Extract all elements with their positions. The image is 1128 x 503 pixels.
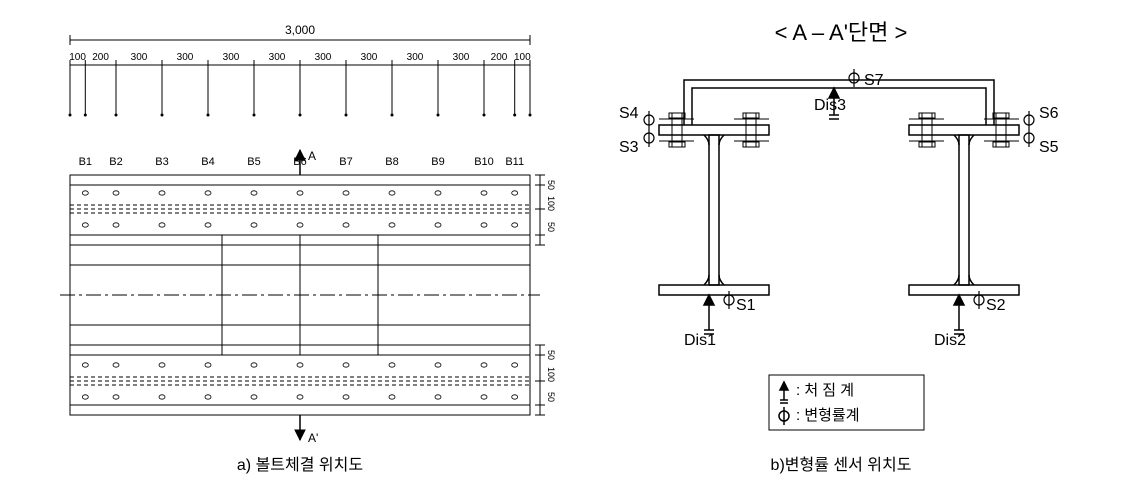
svg-text:S6: S6	[1039, 105, 1059, 122]
svg-text:Dis3: Dis3	[814, 97, 846, 114]
svg-text:S4: S4	[619, 105, 639, 122]
gauge-s2	[974, 291, 984, 309]
svg-text:A': A'	[308, 431, 318, 445]
svg-text:B8: B8	[385, 156, 398, 168]
svg-text:300: 300	[131, 52, 148, 63]
svg-text:B3: B3	[155, 156, 168, 168]
dim-total-text: 3,000	[285, 23, 315, 37]
svg-text:B5: B5	[247, 156, 260, 168]
disp-dis2	[954, 295, 964, 334]
svg-text:B2: B2	[109, 156, 122, 168]
splice-plates	[659, 113, 1019, 147]
svg-text:A: A	[308, 149, 316, 163]
svg-text:300: 300	[361, 52, 378, 63]
svg-text:50: 50	[546, 180, 556, 190]
svg-text:B10: B10	[474, 156, 494, 168]
dim-segments: 100 200 300 300 300 300 300 300 300 300 …	[69, 52, 532, 117]
section-marker: A A'	[295, 149, 318, 445]
left-caption: a) 볼트체결 위치도	[237, 456, 363, 474]
svg-text:B4: B4	[201, 156, 214, 168]
svg-text:50: 50	[546, 222, 556, 232]
svg-text:S3: S3	[619, 139, 639, 156]
svg-text:300: 300	[223, 52, 240, 63]
svg-text:200: 200	[92, 52, 109, 63]
svg-text:50: 50	[546, 392, 556, 402]
gauge-s6	[1024, 111, 1034, 129]
gauge-s5	[1024, 129, 1034, 147]
dim-total: 3,000	[70, 23, 530, 45]
svg-text:S7: S7	[864, 72, 884, 89]
right-ibeam	[909, 125, 1019, 295]
left-ibeam	[659, 125, 769, 295]
section-title: < A – A'단면 >	[775, 20, 908, 45]
svg-text:B9: B9	[431, 156, 444, 168]
legend: : 처 짐 계 : 변형률계	[769, 375, 924, 430]
plan-view	[60, 175, 540, 415]
section-svg: < A – A'단면 >	[564, 10, 1118, 493]
left-diagram: 3,000	[10, 10, 564, 493]
svg-text:100: 100	[546, 196, 556, 211]
svg-text:B1: B1	[79, 156, 92, 168]
svg-text:Dis1: Dis1	[684, 332, 716, 349]
svg-text:S5: S5	[1039, 139, 1059, 156]
svg-text:Dis2: Dis2	[934, 332, 966, 349]
bolt-plan-svg: 3,000	[10, 10, 564, 493]
gauge-s3	[644, 129, 654, 147]
svg-text:300: 300	[453, 52, 470, 63]
right-diagram: < A – A'단면 >	[564, 10, 1118, 493]
svg-text:200: 200	[491, 52, 508, 63]
svg-text:300: 300	[407, 52, 424, 63]
svg-text:100: 100	[514, 52, 531, 63]
svg-text:300: 300	[315, 52, 332, 63]
disp-dis1	[704, 295, 714, 334]
svg-text:100: 100	[69, 52, 86, 63]
right-caption: b)변형률 센서 위치도	[771, 456, 912, 474]
gauge-s4	[644, 111, 654, 129]
svg-text:B11: B11	[505, 156, 524, 168]
svg-text:S1: S1	[736, 297, 756, 314]
svg-text:100: 100	[546, 367, 556, 382]
svg-text:: 처 짐 계: : 처 짐 계	[796, 382, 854, 399]
gauge-s1	[724, 291, 734, 309]
svg-text:300: 300	[177, 52, 194, 63]
svg-text:300: 300	[269, 52, 286, 63]
gauge-s7	[849, 69, 859, 87]
figure-container: 3,000	[10, 10, 1118, 493]
svg-text:B7: B7	[339, 156, 352, 168]
svg-text:50: 50	[546, 350, 556, 360]
svg-text:: 변형률계: : 변형률계	[796, 407, 860, 424]
svg-text:S2: S2	[986, 297, 1006, 314]
